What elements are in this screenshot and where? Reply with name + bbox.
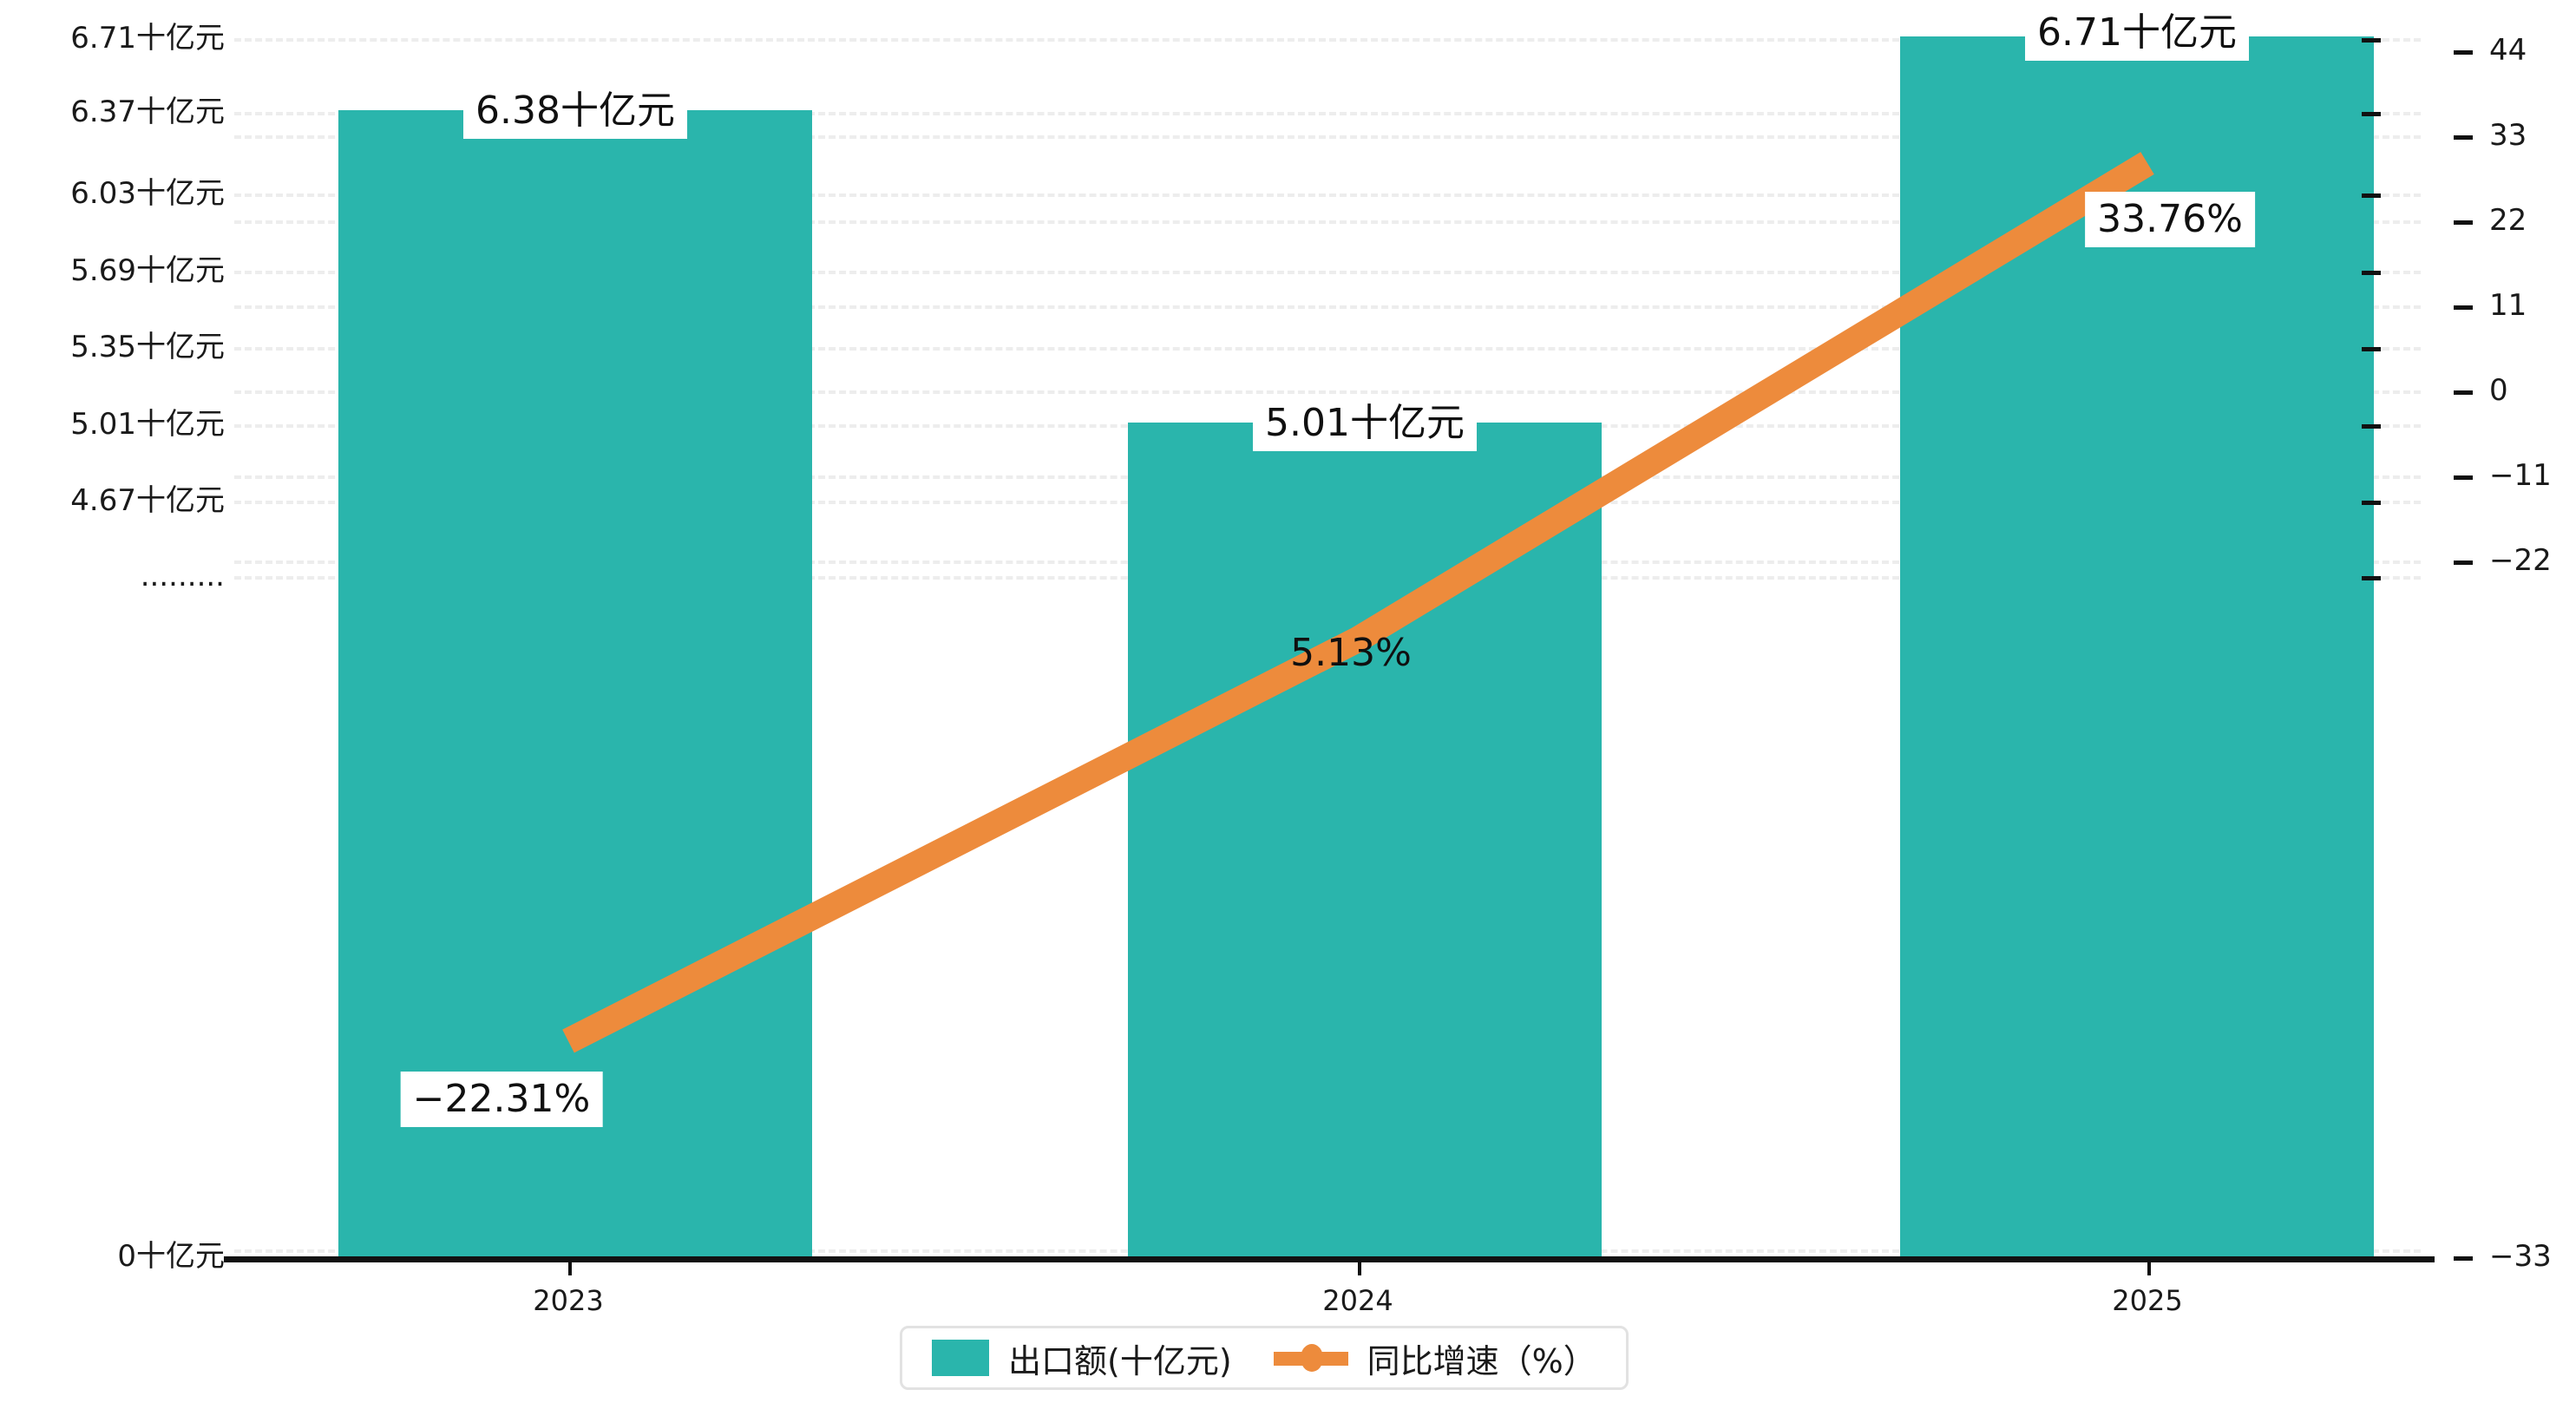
chart-legend: 出口额(十亿元) 同比增速（%） bbox=[900, 1326, 1629, 1390]
right-tick-mark bbox=[2454, 135, 2473, 140]
right-tick-mark bbox=[2454, 560, 2473, 565]
right-tick-mark bbox=[2454, 475, 2473, 480]
x-tick-label-2025: 2025 bbox=[2112, 1284, 2183, 1317]
left-tick-mark bbox=[2362, 347, 2381, 351]
legend-item-export-value[interactable]: 出口额(十亿元) bbox=[932, 1334, 1232, 1382]
x-tick-label-2024: 2024 bbox=[1322, 1284, 1393, 1317]
line-label-2024: 5.13% bbox=[1290, 631, 1412, 675]
legend-label-export-value: 出口额(十亿元) bbox=[1008, 1341, 1232, 1380]
left-tick-mark bbox=[2362, 576, 2381, 580]
left-tick-label: 5.69十亿元 bbox=[70, 253, 225, 288]
right-tick-label: −11 bbox=[2489, 458, 2552, 493]
bar-label-2023: 6.38十亿元 bbox=[463, 83, 687, 139]
right-tick-label: 44 bbox=[2489, 33, 2527, 68]
left-tick-mark bbox=[2362, 424, 2381, 429]
left-tick-mark bbox=[2362, 271, 2381, 275]
right-tick-label: −22 bbox=[2489, 543, 2552, 578]
line-label-2023: −22.31% bbox=[400, 1072, 603, 1127]
left-tick-label: 4.67十亿元 bbox=[70, 483, 225, 518]
bar-label-2024: 5.01十亿元 bbox=[1253, 396, 1477, 451]
bar-2024[interactable] bbox=[1128, 423, 1602, 1256]
left-tick-mark bbox=[2362, 38, 2381, 43]
line-label-2025: 33.76% bbox=[2085, 192, 2255, 247]
right-tick-mark bbox=[2454, 390, 2473, 395]
left-tick-label: 6.71十亿元 bbox=[70, 21, 225, 56]
left-tick-label: 0十亿元 bbox=[117, 1239, 225, 1274]
left-tick-mark bbox=[2362, 501, 2381, 505]
left-tick-label: 6.37十亿元 bbox=[70, 95, 225, 129]
right-tick-mark bbox=[2454, 220, 2473, 225]
right-tick-mark bbox=[2454, 50, 2473, 55]
x-tick-mark bbox=[1358, 1256, 1361, 1275]
x-tick-mark bbox=[568, 1256, 572, 1275]
right-tick-label: −33 bbox=[2489, 1239, 2552, 1274]
legend-label-growth-rate: 同比增速（%） bbox=[1367, 1341, 1596, 1380]
x-tick-mark bbox=[2147, 1256, 2151, 1275]
left-tick-label: 6.03十亿元 bbox=[70, 176, 225, 211]
left-tick-mark bbox=[2362, 112, 2381, 116]
legend-item-growth-rate[interactable]: 同比增速（%） bbox=[1273, 1334, 1596, 1382]
bar-label-2025: 6.71十亿元 bbox=[2025, 5, 2249, 61]
x-axis-line bbox=[224, 1256, 2435, 1262]
left-tick-label: ......... bbox=[140, 559, 225, 593]
left-tick-mark bbox=[2362, 193, 2381, 198]
left-tick-label: 5.01十亿元 bbox=[70, 407, 225, 442]
left-tick-label: 5.35十亿元 bbox=[70, 330, 225, 364]
right-tick-mark bbox=[2454, 1256, 2473, 1261]
right-tick-label: 22 bbox=[2489, 203, 2527, 238]
right-tick-mark bbox=[2454, 305, 2473, 310]
right-tick-label: 33 bbox=[2489, 118, 2527, 153]
right-tick-label: 11 bbox=[2489, 288, 2527, 323]
x-tick-label-2023: 2023 bbox=[533, 1284, 604, 1317]
bar-swatch-icon bbox=[932, 1340, 989, 1376]
right-tick-label: 0 bbox=[2489, 373, 2508, 408]
line-swatch-icon bbox=[1273, 1344, 1348, 1372]
